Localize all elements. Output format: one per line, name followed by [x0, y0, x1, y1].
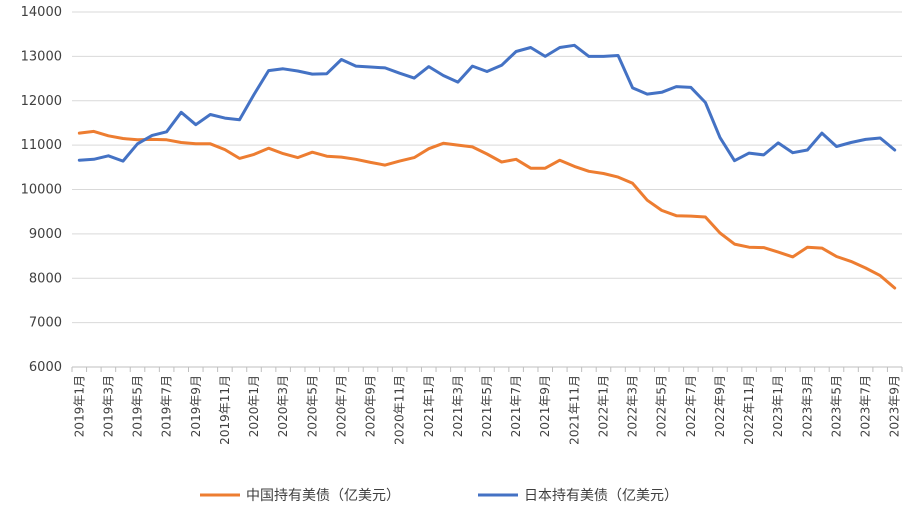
x-tick-label: 2021年9月: [538, 375, 552, 437]
x-tick-label: 2022年11月: [742, 375, 756, 445]
y-tick-label: 6000: [29, 360, 62, 375]
x-tick-label: 2022年9月: [713, 375, 727, 437]
x-tick-label: 2023年5月: [829, 375, 843, 437]
x-tick-label: 2021年1月: [422, 375, 436, 437]
legend-label-1: 日本持有美债（亿美元）: [524, 488, 678, 504]
x-tick-label: 2022年3月: [626, 375, 640, 437]
x-tick-label: 2021年3月: [451, 375, 465, 437]
y-axis: 6000 7000 8000 9000 10000 11000 12000 13000 1400…: [21, 5, 62, 375]
x-tick-label: 2023年1月: [771, 375, 785, 437]
y-tick-label: 7000: [29, 316, 62, 331]
x-tick-label: 2023年3月: [800, 375, 814, 437]
y-tick-label: 13000: [21, 49, 62, 64]
y-tick-label: 10000: [21, 183, 62, 198]
x-tick-label: 2019年9月: [189, 375, 203, 437]
gridlines: [72, 11, 902, 368]
x-tick-label: 2021年11月: [567, 375, 581, 445]
plot-area: [77, 43, 897, 290]
x-tick-label: 2020年3月: [276, 375, 290, 437]
legend: 中国持有美债（亿美元） 日本持有美债（亿美元）: [200, 488, 678, 504]
legend-label-0: 中国持有美债（亿美元）: [246, 488, 400, 504]
x-tick-label: 2020年11月: [393, 375, 407, 445]
y-tick-label: 14000: [21, 5, 62, 20]
x-tick-label: 2023年7月: [859, 375, 873, 437]
y-tick-label: 11000: [21, 138, 62, 153]
x-axis: 2019年1月 2019年3月 2019年5月 2019年7月 2019年9月 2019年…: [71, 366, 903, 445]
y-tick-label: 12000: [21, 94, 62, 109]
y-tick-label: 9000: [29, 227, 62, 242]
x-tick-label: 2019年3月: [101, 375, 115, 437]
x-tick-label: 2020年9月: [364, 375, 378, 437]
x-tick-label: 2021年7月: [509, 375, 523, 437]
series-line-0: [77, 129, 897, 290]
x-tick-label: 2019年5月: [131, 375, 145, 437]
x-tick-label: 2019年7月: [160, 375, 174, 437]
x-tick-label: 2020年7月: [334, 375, 348, 437]
series-line-1: [77, 43, 897, 163]
x-tick-label: 2020年1月: [247, 375, 261, 437]
x-tick-label: 2020年5月: [305, 375, 319, 437]
x-tick-label: 2022年1月: [596, 375, 610, 437]
x-tick-label: 2019年1月: [72, 375, 86, 437]
y-tick-label: 8000: [29, 271, 62, 286]
x-tick-label: 2022年5月: [655, 375, 669, 437]
x-tick-label: 2023年9月: [888, 375, 902, 437]
x-tick-label: 2021年5月: [480, 375, 494, 437]
x-tick-label: 2019年11月: [218, 375, 232, 445]
x-tick-label: 2022年7月: [684, 375, 698, 437]
